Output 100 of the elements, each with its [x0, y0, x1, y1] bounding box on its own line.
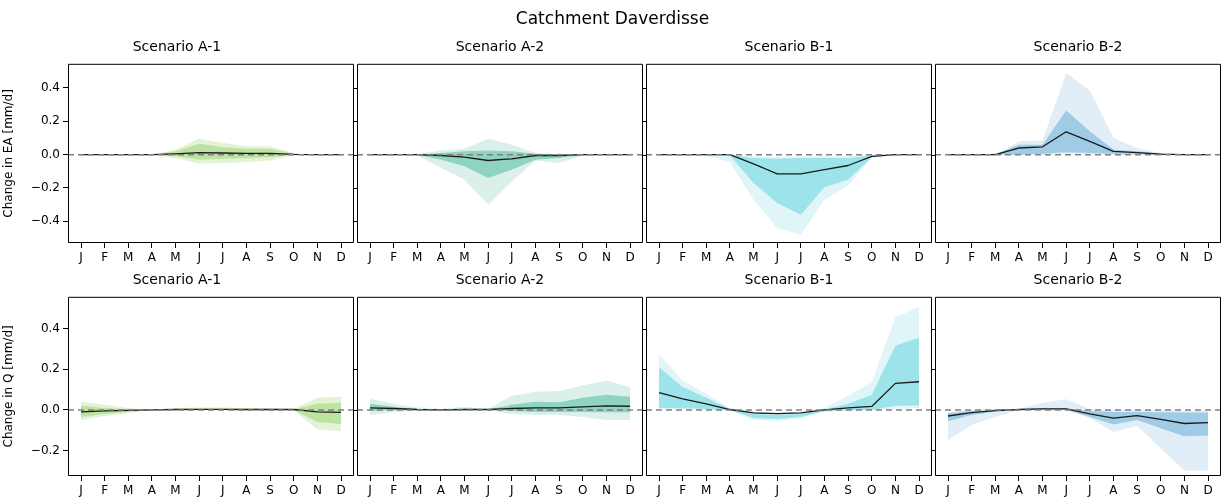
x-tick-label: J: [78, 250, 83, 265]
x-tick-label: O: [1156, 250, 1166, 265]
x-tick-label: A: [1014, 250, 1024, 265]
x-tick-label: N: [1179, 250, 1189, 265]
x-tick-label: F: [390, 483, 398, 498]
x-tick-label: D: [625, 483, 635, 498]
x-tick-label: J: [367, 250, 372, 265]
x-tick-label: F: [390, 250, 398, 265]
x-tick-label: J: [196, 250, 201, 265]
x-tick-label: J: [220, 483, 225, 498]
x-tick-label: J: [485, 250, 490, 265]
x-tick-label: N: [601, 483, 611, 498]
chart-title: Scenario A-2: [455, 38, 545, 55]
x-tick-label: M: [459, 250, 470, 265]
x-tick-label: M: [412, 483, 423, 498]
x-tick-label: M: [412, 250, 423, 265]
x-tick-label: J: [509, 250, 514, 265]
chart-title: Scenario B-1: [744, 271, 834, 288]
x-tick-label: M: [748, 250, 759, 265]
x-tick-label: O: [289, 250, 299, 265]
x-tick-label: M: [1037, 483, 1048, 498]
x-tick-label: N: [312, 483, 322, 498]
x-tick-label: D: [1203, 250, 1213, 265]
x-tick-label: A: [242, 483, 252, 498]
x-tick-label: O: [578, 250, 588, 265]
x-tick-label: A: [242, 250, 252, 265]
x-tick-label: J: [656, 483, 661, 498]
y-tick-label: −0.2: [30, 180, 60, 195]
x-tick-label: J: [367, 483, 372, 498]
x-tick-label: A: [1109, 483, 1119, 498]
x-tick-label: M: [748, 483, 759, 498]
chart-title: Scenario B-1: [744, 38, 834, 55]
x-tick-label: A: [531, 483, 541, 498]
x-tick-label: M: [990, 250, 1001, 265]
chart-title: Scenario A-1: [132, 38, 222, 55]
x-tick-label: J: [1063, 483, 1068, 498]
x-tick-label: N: [1179, 483, 1189, 498]
y-tick-label: −0.4: [30, 213, 60, 228]
x-tick-label: O: [867, 483, 877, 498]
x-tick-label: J: [1087, 250, 1092, 265]
x-tick-label: S: [1133, 483, 1141, 498]
chart-title: Scenario B-2: [1033, 271, 1123, 288]
x-tick-label: O: [867, 250, 877, 265]
y-tick-label: 0.2: [40, 113, 60, 128]
x-tick-label: M: [1037, 250, 1048, 265]
text: Catchment Daverdisse: [514, 8, 711, 28]
x-tick-label: M: [990, 483, 1001, 498]
x-tick-label: A: [1109, 250, 1119, 265]
x-tick-label: S: [1133, 250, 1141, 265]
y-axis-title: Change in Q [mm/d]: [1, 325, 16, 448]
x-tick-label: M: [123, 483, 134, 498]
y-tick-label: −0.2: [30, 442, 60, 457]
y-tick-label: 0.4: [40, 320, 60, 335]
x-tick-label: J: [220, 250, 225, 265]
x-tick-label: J: [798, 483, 803, 498]
y-tick-label: 0.2: [40, 361, 60, 376]
x-tick-label: N: [890, 250, 900, 265]
x-tick-label: D: [1203, 483, 1213, 498]
chart-title: Scenario A-2: [455, 271, 545, 288]
x-tick-label: F: [679, 250, 687, 265]
y-axis-title: Change in EA [mm/d]: [1, 89, 16, 218]
x-tick-label: J: [656, 250, 661, 265]
y-tick-label: 0.4: [40, 80, 60, 95]
x-tick-label: A: [725, 250, 735, 265]
x-tick-label: S: [844, 483, 852, 498]
y-tick-label: 0.0: [40, 146, 60, 161]
x-tick-label: J: [945, 250, 950, 265]
x-tick-label: N: [890, 483, 900, 498]
x-tick-label: A: [147, 483, 157, 498]
x-tick-label: O: [578, 483, 588, 498]
x-tick-label: J: [945, 483, 950, 498]
chart-title: Scenario B-2: [1033, 38, 1123, 55]
x-tick-label: J: [1063, 250, 1068, 265]
x-tick-label: A: [531, 250, 541, 265]
x-tick-label: S: [555, 483, 563, 498]
x-tick-label: M: [123, 250, 134, 265]
x-tick-label: A: [1014, 483, 1024, 498]
x-tick-label: D: [914, 250, 924, 265]
x-tick-label: D: [336, 483, 346, 498]
x-tick-label: F: [101, 483, 109, 498]
x-tick-label: M: [701, 483, 712, 498]
x-tick-label: O: [1156, 483, 1166, 498]
x-tick-label: J: [774, 483, 779, 498]
x-tick-label: A: [725, 483, 735, 498]
x-tick-label: F: [968, 483, 976, 498]
x-tick-label: J: [798, 250, 803, 265]
x-tick-label: N: [312, 250, 322, 265]
x-tick-label: J: [485, 483, 490, 498]
x-tick-label: M: [170, 483, 181, 498]
x-tick-label: F: [101, 250, 109, 265]
x-tick-label: S: [844, 250, 852, 265]
x-tick-label: D: [914, 483, 924, 498]
x-tick-label: M: [459, 483, 470, 498]
x-tick-label: A: [820, 250, 830, 265]
x-tick-label: J: [196, 483, 201, 498]
x-tick-label: M: [170, 250, 181, 265]
x-tick-label: F: [679, 483, 687, 498]
x-tick-label: J: [1087, 483, 1092, 498]
x-tick-label: O: [289, 483, 299, 498]
x-tick-label: M: [701, 250, 712, 265]
